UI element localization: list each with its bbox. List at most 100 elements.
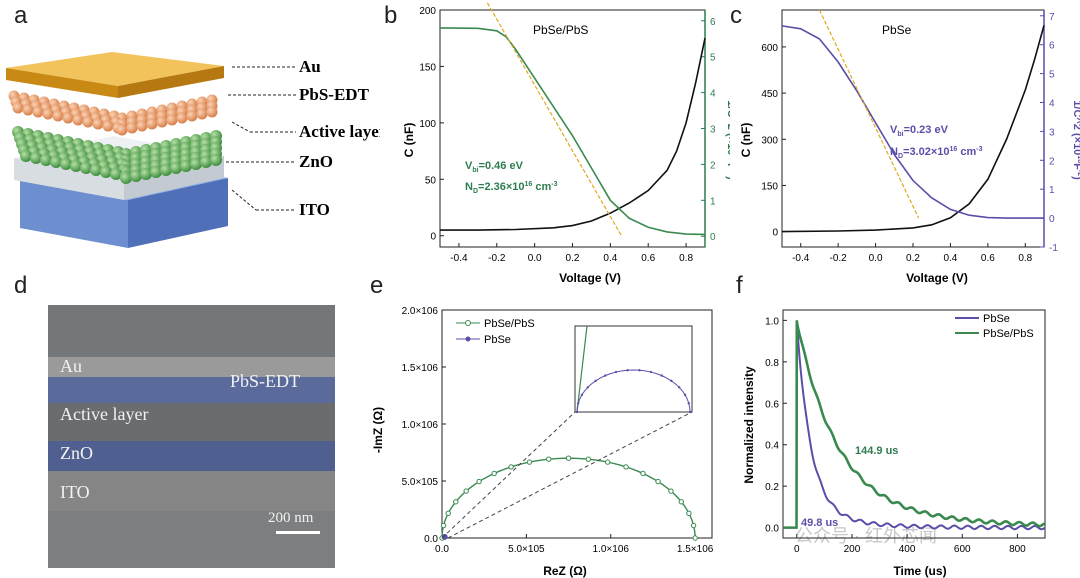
x-tick-label: 5.0×105 (508, 544, 545, 555)
series-pbse-point (441, 533, 448, 540)
active-sphere (190, 158, 202, 170)
inset-point (688, 410, 692, 414)
y2-tick-label: 3 (710, 125, 716, 136)
series-pbse-pbs-point (491, 470, 497, 477)
y-tick-label: 0.0 (424, 534, 438, 545)
y-tick-label: 100 (419, 119, 436, 130)
y2-tick-label: 0 (1049, 214, 1055, 225)
y2-tick-label: 5 (1049, 70, 1055, 81)
sem-label-au: Au (60, 356, 82, 376)
panel-label-b: b (384, 2, 398, 29)
active-layer (12, 126, 222, 184)
series-pbse-pbs-point (546, 456, 552, 462)
series-pbse-pbs-point (476, 478, 482, 485)
active-sphere (210, 154, 222, 166)
inset-point (626, 369, 629, 372)
x-tick-label: 0 (794, 544, 800, 555)
legend-label-pbse: PbSe (983, 313, 1010, 325)
active-sphere (80, 162, 92, 174)
x-tick-label: 800 (1009, 544, 1026, 555)
y-tick-label: 300 (761, 135, 778, 146)
x-tick-label: 0.4 (943, 253, 957, 264)
inset-point (580, 393, 584, 397)
y2-tick-label: 6 (1049, 41, 1055, 52)
inset-series-pbse (576, 369, 691, 413)
chart-f: Time (us) Normalized intensity 144.9 us … (742, 309, 1046, 578)
pbs-sphere (126, 122, 138, 134)
x-tick-label: -0.2 (830, 253, 848, 264)
series-pbse-pbs-point (585, 456, 592, 462)
pbs-sphere (72, 114, 84, 126)
series-pbse-pbs-point (604, 459, 611, 465)
y-tick-label: 5.0×105 (402, 477, 439, 488)
chart-f-ylabel: Normalized intensity (742, 366, 756, 484)
chart-b-y2label: 1/C^2 (×1016F-2) (725, 100, 730, 180)
y2-tick-label: 1 (710, 196, 716, 207)
x-tick-label: 0.8 (1018, 253, 1032, 264)
sem-cross-section: Au PbS-EDT Active layer ZnO ITO 200 nm (48, 305, 335, 568)
pbs-sphere (196, 108, 208, 120)
active-sphere (120, 172, 132, 184)
panel-label-f: f (736, 272, 743, 299)
pbs-sphere (92, 118, 104, 130)
y2-tick-label: 1 (1049, 185, 1055, 196)
active-sphere (160, 164, 172, 176)
label-active-layer: Active layer (299, 122, 380, 141)
inset-point (577, 402, 580, 405)
inset-point (594, 379, 597, 382)
chart-b-xlabel: Voltage (V) (559, 271, 621, 285)
chart-b: PbSe/PbS Voltage (V) C (nF) 1/C^2 (×1016… (402, 2, 730, 285)
active-sphere (30, 152, 42, 164)
active-sphere (140, 168, 152, 180)
y2-tick-label: 0 (710, 232, 716, 243)
chart-b-nd: ND=2.36×1016 cm-3 (465, 181, 558, 195)
panel-label-c: c (730, 2, 742, 29)
legend-marker (465, 336, 471, 342)
y-tick-label: 0.4 (765, 441, 779, 452)
series-pbse-pbs-point (445, 510, 451, 517)
legend-marker (465, 320, 471, 326)
x-tick-label: 0.6 (981, 253, 995, 264)
x-tick-label: 0.0 (435, 544, 449, 555)
watermark: 公众号 · 红外芯闻 (795, 526, 937, 546)
active-sphere (100, 166, 112, 178)
chart-f-annotation-1: 144.9 us (855, 445, 898, 457)
series-pbse-pbs-point (440, 522, 447, 529)
x-tick-label: 200 (844, 544, 861, 555)
pbs-sphere (82, 116, 94, 128)
chart-b-ylabel: C (nF) (402, 123, 416, 158)
active-sphere (90, 164, 102, 176)
inset-point (575, 410, 579, 414)
x-tick-label: 0.2 (906, 253, 920, 264)
y-tick-label: 200 (419, 6, 436, 17)
inset-point (660, 374, 663, 377)
panel-label-a: a (14, 2, 28, 29)
chart-e: ReZ (Ω) -ImZ (Ω) 0.0 5.0×105 1.0×106 1.5×10… (371, 306, 714, 578)
x-tick-label: 0.4 (603, 253, 617, 264)
active-sphere (20, 150, 32, 162)
chart-b-title: PbSe/PbS (533, 23, 588, 37)
series-line (439, 27, 706, 236)
active-sphere (180, 160, 192, 172)
series-pbse-pbs-point (640, 470, 646, 477)
series-pbse-pbs-point (668, 488, 674, 494)
legend-label-pbse-pbs: PbSe/PbS (484, 318, 535, 330)
inset-frame (574, 325, 693, 413)
active-sphere (150, 166, 162, 178)
y-tick-label: 450 (761, 89, 778, 100)
pbs-sphere (176, 112, 188, 124)
x-tick-label: 0.2 (566, 253, 580, 264)
series-pbse-pbs-point (655, 478, 661, 485)
chart-b-vbi: Vbi=0.46 eV (465, 160, 524, 174)
chart-c-ylabel: C (nF) (739, 123, 753, 158)
pbs-sphere (102, 120, 114, 132)
sem-label-active-layer: Active layer (60, 404, 149, 424)
y-tick-label: 150 (761, 181, 778, 192)
y-tick-label: 0 (430, 232, 436, 243)
pbs-edt-layer (8, 90, 218, 136)
chart-c-vbi: Vbi=0.23 eV (890, 124, 949, 138)
y2-tick-label: 4 (1049, 98, 1055, 109)
panel-label-e: e (370, 272, 384, 299)
chart-c-title: PbSe (882, 23, 912, 37)
inset-point (687, 402, 690, 405)
